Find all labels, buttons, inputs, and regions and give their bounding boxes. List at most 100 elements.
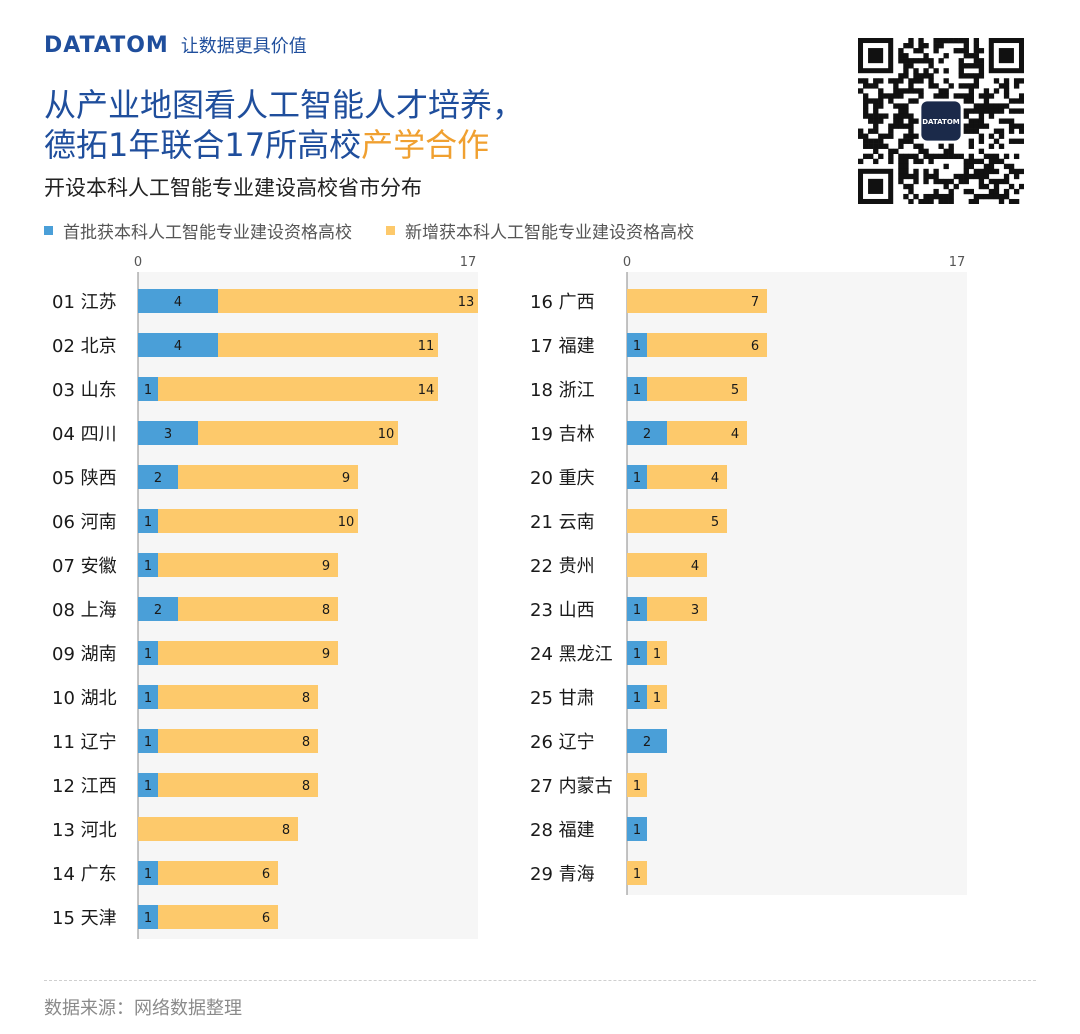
x-tick-label: 17 — [949, 255, 966, 270]
bar-new-added — [138, 817, 298, 841]
category-label: 20 重庆 — [530, 468, 595, 489]
data-label-new-added: 11 — [418, 339, 435, 354]
category-label: 05 陕西 — [52, 468, 117, 489]
bar-new-added — [158, 905, 278, 929]
category-label: 21 云南 — [530, 512, 595, 533]
bar-new-added — [647, 685, 667, 709]
data-label-first-batch: 1 — [144, 691, 152, 706]
data-label-first-batch: 1 — [144, 647, 152, 662]
data-label-first-batch: 4 — [174, 339, 182, 354]
legend-label-new-added: 新增获本科人工智能专业建设资格高校 — [405, 223, 694, 243]
category-label: 09 湖南 — [52, 644, 117, 665]
data-label-new-added: 10 — [338, 515, 355, 530]
category-label: 17 福建 — [530, 336, 595, 357]
bar-first-batch — [138, 597, 178, 621]
bar-first-batch — [627, 729, 667, 753]
bar-new-added — [647, 597, 707, 621]
category-label: 10 湖北 — [52, 688, 117, 709]
bar-new-added — [218, 289, 478, 313]
bar-new-added — [178, 465, 358, 489]
bar-first-batch — [138, 289, 218, 313]
bar-first-batch — [138, 773, 158, 797]
data-label-first-batch: 2 — [643, 735, 651, 750]
brand-slogan: 让数据更具价值 — [180, 36, 307, 57]
data-label-first-batch: 2 — [154, 471, 162, 486]
legend-label-first-batch: 首批获本科人工智能专业建设资格高校 — [63, 223, 352, 243]
chart-subtitle: 开设本科人工智能专业建设高校省市分布 — [44, 176, 422, 200]
title-line-2: 德拓1年联合17所高校产学合作 — [44, 120, 489, 166]
bar-first-batch — [138, 509, 158, 533]
bar-new-added — [158, 641, 338, 665]
data-label-first-batch: 2 — [154, 603, 162, 618]
data-label-new-added: 1 — [653, 691, 661, 706]
bar-new-added — [178, 597, 338, 621]
bar-new-added — [647, 377, 747, 401]
data-label-new-added: 9 — [322, 647, 330, 662]
bar-new-added — [647, 333, 767, 357]
legend-swatch-new-added — [386, 226, 395, 235]
bar-new-added — [627, 861, 647, 885]
data-label-new-added: 1 — [633, 867, 641, 882]
x-tick-label: 0 — [134, 255, 142, 270]
data-label-first-batch: 3 — [164, 427, 172, 442]
category-label: 29 青海 — [530, 864, 595, 885]
data-label-new-added: 8 — [302, 691, 310, 706]
bar-new-added — [218, 333, 438, 357]
data-label-new-added: 1 — [633, 779, 641, 794]
category-label: 08 上海 — [52, 600, 117, 621]
bar-first-batch — [627, 465, 647, 489]
data-label-new-added: 9 — [342, 471, 350, 486]
bar-new-added — [158, 773, 318, 797]
data-label-new-added: 6 — [262, 867, 270, 882]
category-label: 27 内蒙古 — [530, 776, 613, 797]
bar-first-batch — [138, 333, 218, 357]
datatom-logo: DATATOM — [44, 32, 169, 58]
category-label: 01 江苏 — [52, 292, 117, 313]
data-label-first-batch: 1 — [144, 779, 152, 794]
legend-item-first-batch: 首批获本科人工智能专业建设资格高校 — [44, 218, 352, 243]
data-label-new-added: 4 — [731, 427, 739, 442]
data-label-new-added: 10 — [378, 427, 395, 442]
data-label-new-added: 8 — [302, 779, 310, 794]
category-label: 22 贵州 — [530, 556, 595, 577]
legend-item-new-added: 新增获本科人工智能专业建设资格高校 — [386, 218, 694, 243]
category-label: 12 江西 — [52, 776, 117, 797]
category-label: 04 四川 — [52, 424, 117, 445]
data-label-new-added: 4 — [711, 471, 719, 486]
data-label-first-batch: 1 — [144, 383, 152, 398]
bar-new-added — [158, 553, 338, 577]
data-label-first-batch: 4 — [174, 295, 182, 310]
footer-divider — [44, 980, 1036, 981]
data-label-first-batch: 1 — [633, 339, 641, 354]
bar-first-batch — [138, 905, 158, 929]
data-label-first-batch: 1 — [633, 823, 641, 838]
bar-first-batch — [138, 377, 158, 401]
title-line-2-main: 德拓1年联合17所高校 — [44, 126, 362, 164]
category-label: 07 安徽 — [52, 556, 117, 577]
bar-first-batch — [627, 333, 647, 357]
data-label-first-batch: 1 — [144, 559, 152, 574]
data-label-new-added: 5 — [731, 383, 739, 398]
panel-background — [627, 272, 967, 895]
bar-first-batch — [627, 597, 647, 621]
bar-first-batch — [138, 861, 158, 885]
bar-first-batch — [627, 641, 647, 665]
bar-first-batch — [138, 641, 158, 665]
category-label: 19 吉林 — [530, 424, 595, 445]
data-label-new-added: 8 — [282, 823, 290, 838]
bar-new-added — [627, 509, 727, 533]
bar-new-added — [158, 861, 278, 885]
bar-new-added — [158, 685, 318, 709]
title-highlight: 产学合作 — [361, 126, 490, 164]
title-line-1: 从产业地图看人工智能人才培养， — [44, 86, 525, 124]
bar-new-added — [627, 289, 767, 313]
data-label-new-added: 5 — [711, 515, 719, 530]
qr-code-icon: DATATOM — [858, 38, 1024, 204]
bar-new-added — [158, 377, 438, 401]
category-label: 14 广东 — [52, 864, 117, 885]
data-label-first-batch: 1 — [144, 867, 152, 882]
category-label: 02 北京 — [52, 336, 117, 357]
data-label-new-added: 9 — [322, 559, 330, 574]
x-tick-label: 17 — [460, 255, 477, 270]
